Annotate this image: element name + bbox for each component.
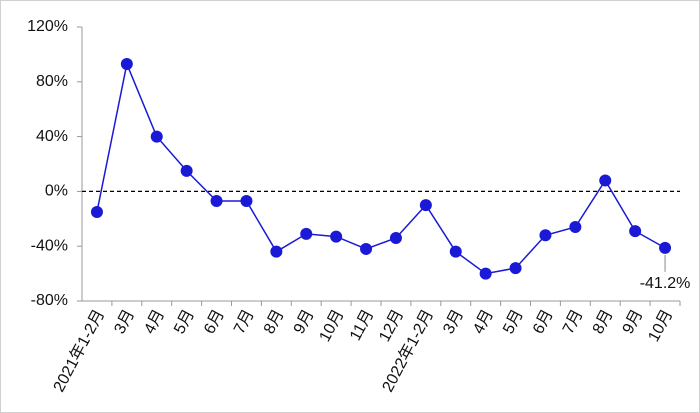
y-tick-label: 120% bbox=[27, 18, 68, 35]
data-point bbox=[150, 130, 163, 143]
y-tick-label: -40% bbox=[31, 237, 68, 254]
data-point bbox=[569, 221, 582, 234]
y-tick-label: 40% bbox=[36, 128, 68, 145]
data-label: -41.2% bbox=[640, 275, 691, 292]
data-point bbox=[419, 199, 432, 212]
data-point bbox=[509, 262, 522, 275]
data-point bbox=[389, 231, 402, 244]
data-point bbox=[270, 245, 283, 258]
data-point bbox=[180, 164, 193, 177]
y-tick-label: 80% bbox=[36, 73, 68, 90]
data-point bbox=[120, 57, 133, 70]
data-point bbox=[330, 230, 343, 243]
data-point bbox=[449, 245, 462, 258]
data-point bbox=[659, 241, 672, 254]
data-point bbox=[90, 205, 103, 218]
data-point bbox=[360, 242, 373, 255]
data-point bbox=[599, 174, 612, 187]
data-point bbox=[479, 267, 492, 280]
data-point bbox=[300, 227, 313, 240]
y-tick-label: -80% bbox=[31, 292, 68, 309]
data-point bbox=[210, 194, 223, 207]
data-point bbox=[539, 229, 552, 242]
y-tick-label: 0% bbox=[45, 183, 68, 200]
data-point bbox=[629, 225, 642, 238]
data-point bbox=[240, 194, 253, 207]
